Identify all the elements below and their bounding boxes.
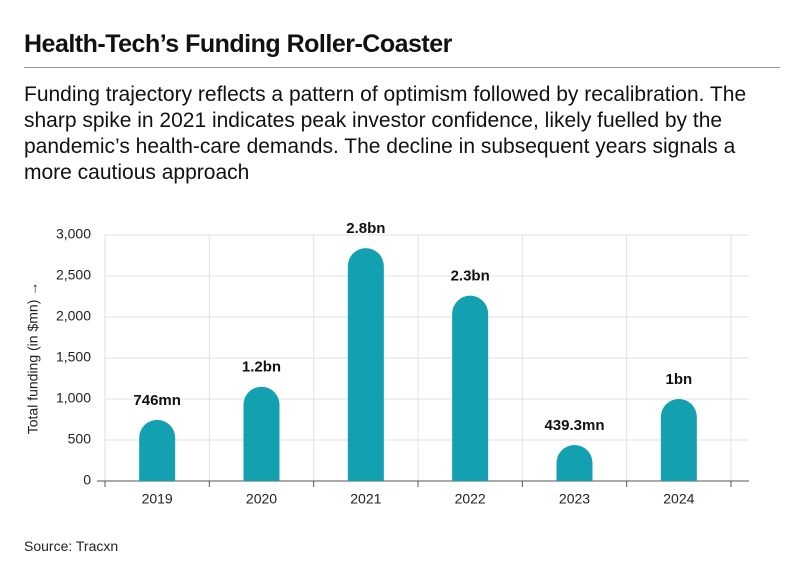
value-label: 746mn	[133, 392, 181, 409]
y-axis-label: Total funding (in $mn) →	[25, 282, 41, 435]
bar	[243, 386, 280, 481]
title-rule	[24, 67, 780, 68]
x-tick-label: 2023	[559, 491, 590, 507]
source: Source: Tracxn	[24, 538, 119, 554]
value-label: 2.8bn	[346, 220, 385, 237]
bar	[452, 295, 489, 481]
y-tick-label: 1,500	[56, 349, 91, 365]
bar	[139, 419, 176, 481]
x-tick-label: 2019	[142, 491, 173, 507]
x-tick-label: 2022	[455, 491, 486, 507]
bar	[556, 444, 593, 481]
x-tick-label: 2021	[350, 491, 381, 507]
y-tick-label: 2,000	[56, 308, 91, 324]
bar	[660, 399, 697, 481]
x-tick-label: 2024	[663, 491, 694, 507]
value-label: 1bn	[665, 371, 692, 388]
bar	[347, 248, 384, 481]
y-tick-label: 3,000	[56, 226, 91, 242]
chart-title: Health-Tech’s Funding Roller-Coaster	[24, 30, 452, 58]
value-label: 439.3mn	[544, 417, 604, 434]
value-label: 1.2bn	[242, 359, 281, 376]
y-tick-label: 0	[83, 472, 91, 488]
y-tick-label: 1,000	[56, 390, 91, 406]
y-tick-label: 2,500	[56, 267, 91, 283]
y-tick-label: 500	[68, 431, 92, 447]
x-tick-label: 2020	[246, 491, 277, 507]
value-label: 2.3bn	[451, 268, 490, 285]
chart-subtitle: Funding trajectory reflects a pattern of…	[24, 83, 747, 184]
